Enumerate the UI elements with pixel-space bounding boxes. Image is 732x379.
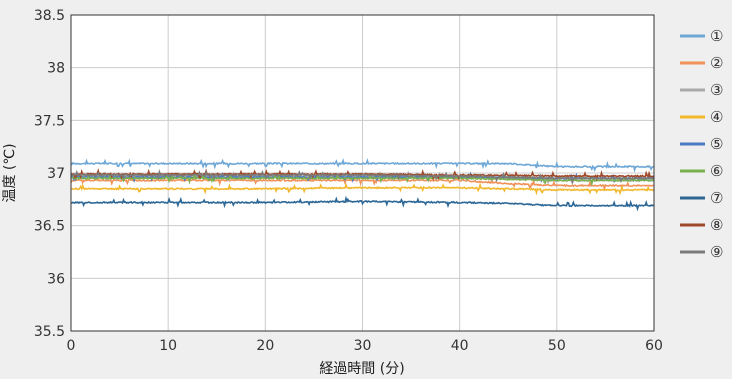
x-tick-label: 0 xyxy=(67,338,76,354)
legend-label-4: ④ xyxy=(710,108,723,126)
y-tick-label: 38 xyxy=(47,61,65,77)
legend-label-1: ① xyxy=(710,27,723,45)
y-tick-label: 38.5 xyxy=(34,8,65,24)
x-tick-label: 30 xyxy=(354,338,372,354)
x-tick-label: 10 xyxy=(159,338,177,354)
plot-border xyxy=(70,14,655,332)
legend-label-9: ⑨ xyxy=(710,243,723,261)
y-tick-label: 37 xyxy=(47,166,65,182)
series-line-7 xyxy=(71,195,655,212)
x-tick-label: 60 xyxy=(645,338,663,354)
legend-label-3: ③ xyxy=(710,81,723,99)
x-axis-label: 経過時間 (分) xyxy=(319,361,404,377)
series-line-4 xyxy=(70,182,655,196)
y-tick-labels: 35.5 36 36.5 37 37.5 38 38.5 xyxy=(34,8,65,340)
y-tick-label: 35.5 xyxy=(34,324,65,340)
legend-label-8: ⑧ xyxy=(710,216,723,234)
x-tick-labels: 0 10 20 30 40 50 60 xyxy=(67,338,663,354)
y-tick-label: 37.5 xyxy=(34,113,65,129)
y-tick-label: 36 xyxy=(47,271,65,287)
x-tick-label: 50 xyxy=(548,338,566,354)
legend-label-7: ⑦ xyxy=(710,189,723,207)
x-tick-label: 20 xyxy=(256,338,274,354)
legend-label-6: ⑥ xyxy=(710,162,723,180)
x-tick-label: 40 xyxy=(451,338,469,354)
series-group xyxy=(70,157,655,212)
legend-label-5: ⑤ xyxy=(710,135,723,153)
series-line-9 xyxy=(70,168,655,185)
y-axis-label: 温度 (℃) xyxy=(2,143,18,202)
legend: ① ② ③ ④ ⑤ ⑥ ⑦ ⑧ ⑨ xyxy=(680,27,723,261)
legend-label-2: ② xyxy=(710,54,723,72)
y-tick-label: 36.5 xyxy=(34,219,65,235)
series-line-1 xyxy=(70,157,655,173)
series-line-6 xyxy=(70,171,655,187)
